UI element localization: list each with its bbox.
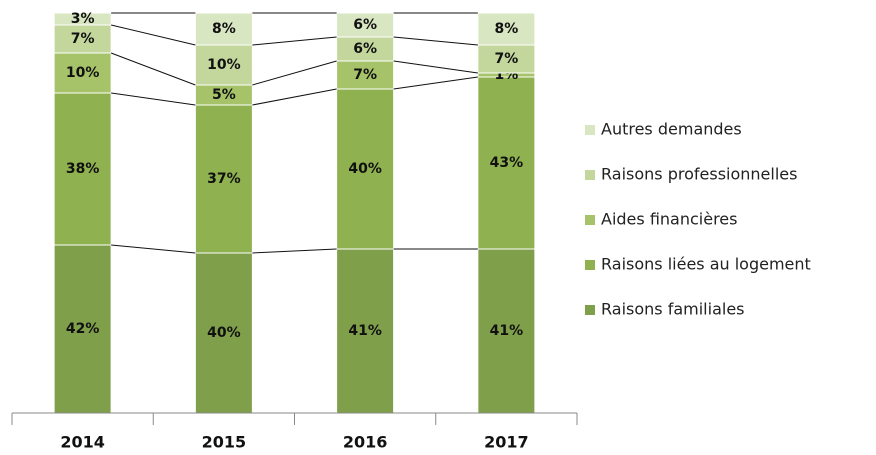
- data-label: 42%: [66, 321, 100, 337]
- bar-segment: [336, 12, 395, 38]
- data-label: 7%: [494, 51, 518, 67]
- data-label: 7%: [353, 67, 377, 83]
- bar-segment: [53, 52, 112, 94]
- legend-swatch: [585, 125, 595, 135]
- series-line: [393, 60, 478, 74]
- data-label: 6%: [353, 17, 377, 33]
- bar-segment: [194, 44, 253, 86]
- data-label: 5%: [212, 87, 236, 103]
- bar-segment: [194, 12, 253, 46]
- series-line: [252, 60, 337, 86]
- bar-segment: [194, 104, 253, 254]
- bar-segment: [336, 88, 395, 250]
- legend-swatch: [585, 215, 595, 225]
- series-line: [393, 76, 478, 90]
- legend-label: Raisons familiales: [601, 300, 745, 319]
- bar-segment: [53, 12, 112, 26]
- data-label: 7%: [71, 31, 95, 47]
- bar-segment: [477, 44, 536, 74]
- legend-label: Raisons professionnelles: [601, 165, 797, 184]
- series-line: [111, 92, 196, 106]
- bar-segment: [477, 76, 536, 250]
- data-label: 41%: [490, 323, 524, 339]
- legend-swatch: [585, 170, 595, 180]
- series-line: [252, 88, 337, 106]
- bar-segment: [194, 252, 253, 414]
- data-label: 3%: [71, 11, 95, 27]
- series-line: [111, 24, 196, 46]
- series-line: [110, 52, 196, 86]
- series-line: [252, 36, 337, 46]
- legend-swatch: [585, 305, 595, 315]
- bar-segment: [336, 36, 395, 62]
- x-tick-label: 2015: [202, 433, 247, 452]
- data-label: 10%: [66, 65, 100, 81]
- data-label: 40%: [348, 161, 382, 177]
- x-tick-label: 2016: [343, 433, 388, 452]
- data-label: 40%: [207, 325, 241, 341]
- series-line: [393, 36, 478, 46]
- x-tick-label: 2017: [484, 433, 529, 452]
- data-label: 10%: [207, 57, 241, 73]
- bar-segment: [477, 12, 536, 46]
- data-label: 8%: [494, 21, 518, 37]
- data-label: 6%: [353, 41, 377, 57]
- legend-label: Raisons liées au logement: [601, 255, 811, 274]
- data-label: 38%: [66, 161, 100, 177]
- legend-label: Aides financières: [601, 210, 737, 229]
- bar-segment: [477, 248, 536, 414]
- series-line: [111, 244, 196, 254]
- bar-segment: [53, 244, 112, 414]
- series-line: [252, 248, 337, 254]
- data-label: 41%: [348, 323, 382, 339]
- legend-swatch: [585, 260, 595, 270]
- bar-segment: [53, 92, 112, 246]
- data-label: 37%: [207, 171, 241, 187]
- data-label: 43%: [490, 155, 524, 171]
- legend-label: Autres demandes: [601, 120, 742, 139]
- data-label: 8%: [212, 21, 236, 37]
- x-tick-label: 2014: [60, 433, 105, 452]
